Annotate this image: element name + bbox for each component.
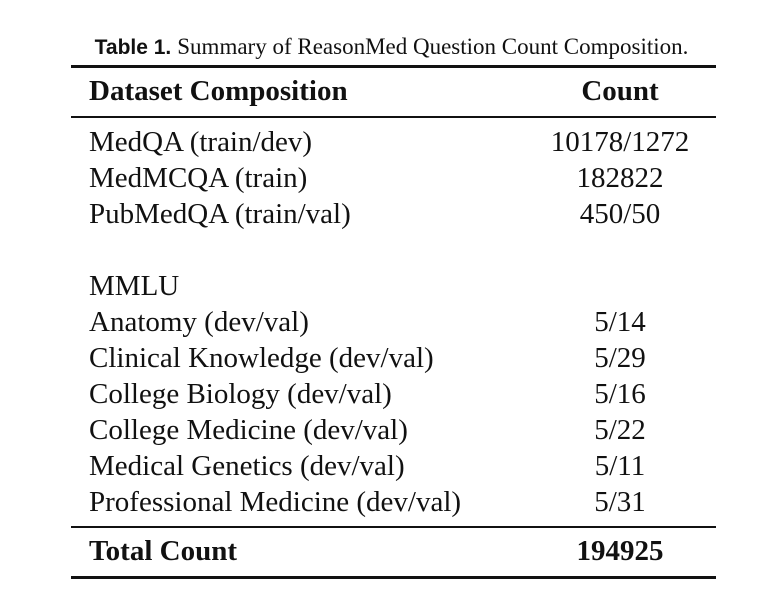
row-name: Anatomy (dev/val) bbox=[89, 306, 309, 338]
header-count: Count bbox=[581, 75, 659, 107]
table-row: College Medicine (dev/val) 5/22 bbox=[71, 412, 716, 448]
table-top-rule bbox=[71, 65, 716, 68]
row-count: 182822 bbox=[576, 162, 664, 194]
table-row: PubMedQA (train/val) 450/50 bbox=[71, 196, 716, 232]
row-name: College Medicine (dev/val) bbox=[89, 414, 408, 446]
caption-text: Summary of ReasonMed Question Count Comp… bbox=[177, 34, 689, 59]
table-row: Medical Genetics (dev/val) 5/11 bbox=[71, 448, 716, 484]
row-name: MedQA (train/dev) bbox=[89, 126, 313, 158]
row-count: 5/16 bbox=[594, 378, 646, 410]
row-count: 5/31 bbox=[594, 486, 646, 518]
table-total-row: Total Count 194925 bbox=[71, 533, 716, 569]
table-header-rule bbox=[71, 116, 716, 118]
table-row: MedQA (train/dev) 10178/1272 bbox=[71, 124, 716, 160]
table-row: Anatomy (dev/val) 5/14 bbox=[71, 304, 716, 340]
table-header-row: Dataset Composition Count bbox=[71, 73, 716, 109]
row-count: 5/11 bbox=[594, 450, 646, 482]
table-caption: Table 1. Summary of ReasonMed Question Co… bbox=[0, 33, 783, 62]
row-count: 10178/1272 bbox=[550, 126, 690, 158]
table-row: MMLU bbox=[71, 268, 716, 304]
table-row: MedMCQA (train) 182822 bbox=[71, 160, 716, 196]
row-count: 5/29 bbox=[594, 342, 646, 374]
row-count: 450/50 bbox=[579, 198, 661, 230]
row-group-heading: MMLU bbox=[89, 270, 180, 302]
table-total-rule bbox=[71, 526, 716, 528]
caption-label: Table 1. bbox=[94, 36, 172, 59]
header-composition: Dataset Composition bbox=[89, 75, 348, 107]
table-row: College Biology (dev/val) 5/16 bbox=[71, 376, 716, 412]
row-name: Professional Medicine (dev/val) bbox=[89, 486, 462, 518]
row-name: Medical Genetics (dev/val) bbox=[89, 450, 405, 482]
row-name: College Biology (dev/val) bbox=[89, 378, 392, 410]
row-name: Clinical Knowledge (dev/val) bbox=[89, 342, 434, 374]
table-bottom-rule bbox=[71, 576, 716, 579]
row-name: MedMCQA (train) bbox=[89, 162, 308, 194]
row-name: PubMedQA (train/val) bbox=[89, 198, 351, 230]
total-label: Total Count bbox=[89, 535, 238, 567]
table-row: Professional Medicine (dev/val) 5/31 bbox=[71, 484, 716, 520]
table-row: Clinical Knowledge (dev/val) 5/29 bbox=[71, 340, 716, 376]
row-count: 5/14 bbox=[594, 306, 646, 338]
row-count: 5/22 bbox=[594, 414, 646, 446]
total-count: 194925 bbox=[576, 535, 664, 567]
